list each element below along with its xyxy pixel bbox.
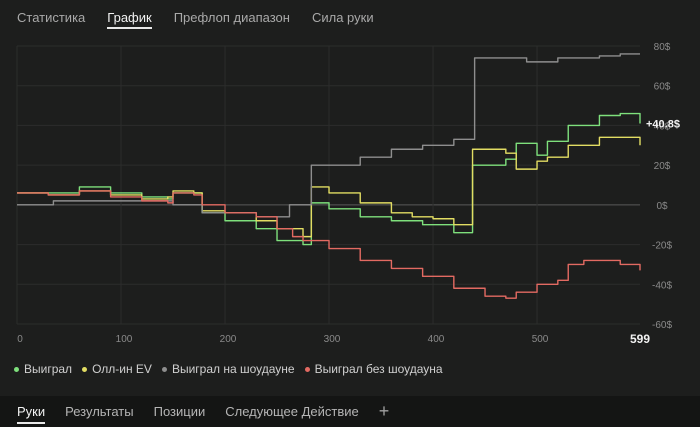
tab-statistics[interactable]: Статистика bbox=[17, 9, 86, 25]
x-end-label: 599 bbox=[630, 332, 650, 346]
y-tick-label: -40$ bbox=[652, 280, 672, 291]
legend-label-showdown: Выиграл на шоудауне bbox=[171, 362, 295, 376]
legend-item-showdown: Выиграл на шоудауне bbox=[161, 362, 295, 376]
x-tick-label: 0 bbox=[17, 334, 23, 345]
tab-positions[interactable]: Позиции bbox=[153, 404, 206, 419]
end-value-label: +40.8$ bbox=[646, 118, 680, 130]
legend-label-won: Выиграл bbox=[24, 362, 73, 376]
tab-next-action[interactable]: Следующее Действие bbox=[225, 404, 359, 419]
plus-icon[interactable]: + bbox=[378, 401, 390, 421]
legend-dot-allin-ev bbox=[82, 366, 88, 372]
y-tick-label: 80$ bbox=[654, 42, 671, 53]
bottom-tab-bar: Руки Результаты Позиции Следующее Действ… bbox=[0, 396, 700, 427]
tab-hand-strength[interactable]: Сила руки bbox=[311, 9, 374, 25]
legend-dot-won bbox=[14, 366, 19, 372]
series-line-2 bbox=[17, 53, 640, 218]
x-tick-label: 200 bbox=[220, 334, 237, 345]
results-chart: 80$ 60$ 40$ 20$ 0$ -20$ -40$ -60$ 0 100 200 300 400 5… bbox=[16, 42, 680, 346]
series-line-0 bbox=[17, 112, 641, 246]
x-tick-label: 500 bbox=[532, 334, 549, 345]
y-tick-label: 60$ bbox=[654, 82, 671, 93]
y-tick-label: 40$ bbox=[654, 121, 671, 132]
legend-item-non-showdown: Выиграл без шоудауна bbox=[304, 362, 443, 376]
tab-preflop-range[interactable]: Префлоп диапазон bbox=[173, 9, 290, 25]
chart-legend: Выиграл Олл-ин EV Выиграл на шоудауне Вы… bbox=[14, 360, 443, 378]
x-tick-label: 100 bbox=[116, 334, 133, 345]
x-tick-label: 300 bbox=[324, 334, 341, 345]
y-tick-label: 20$ bbox=[654, 161, 671, 172]
series-line-3 bbox=[17, 190, 641, 299]
legend-dot-non-showdown bbox=[304, 366, 310, 372]
legend-item-won: Выиграл bbox=[14, 362, 72, 376]
y-tick-label: -20$ bbox=[652, 241, 672, 252]
legend-label-non-showdown: Выиграл без шоудауна bbox=[314, 362, 443, 376]
legend-dot-showdown bbox=[161, 366, 167, 372]
legend-label-allin-ev: Олл-ин EV bbox=[92, 362, 152, 376]
tab-graph[interactable]: График bbox=[96, 0, 162, 34]
legend-item-allin-ev: Олл-ин EV bbox=[82, 362, 152, 376]
x-tick-label: 400 bbox=[428, 334, 445, 345]
y-tick-label: 0$ bbox=[656, 201, 668, 212]
y-tick-label: -60$ bbox=[652, 320, 672, 331]
tab-results[interactable]: Результаты bbox=[65, 404, 134, 419]
tab-hands[interactable]: Руки bbox=[0, 396, 55, 427]
top-tab-bar: Статистика График Префлоп диапазон Сила … bbox=[0, 0, 700, 34]
series-line-1 bbox=[17, 136, 641, 238]
